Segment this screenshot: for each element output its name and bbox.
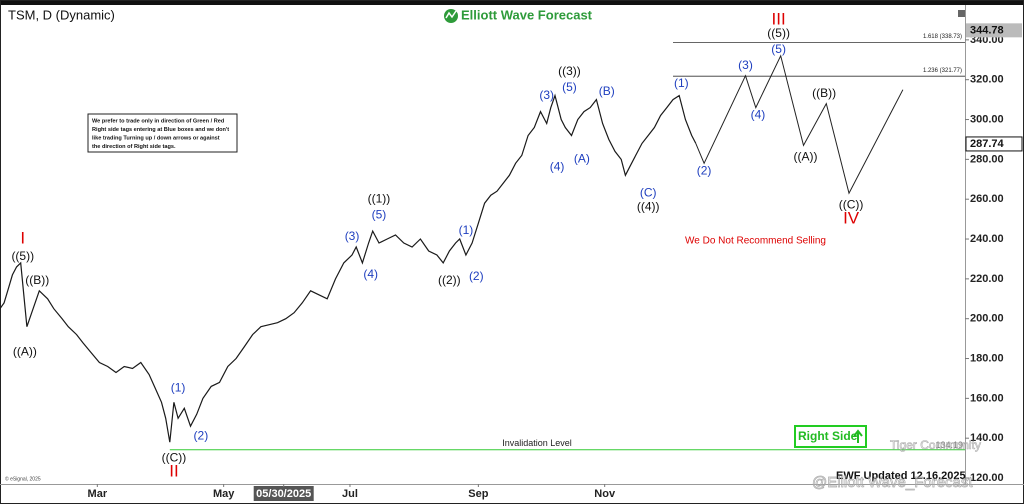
wave-label: ((C)): [162, 450, 187, 464]
wave-label: (3): [539, 88, 554, 102]
y-tick-label: 120.00: [970, 472, 1004, 484]
y-tick-label: 180.00: [970, 352, 1004, 364]
wave-label: ((B)): [812, 86, 836, 100]
wave-label: ((5)): [767, 26, 790, 40]
x-tick-label: Sep: [468, 488, 488, 500]
last-price: 287.74: [970, 138, 1005, 150]
wave-label: II: [169, 462, 178, 481]
disclaimer-box: [87, 113, 238, 153]
wave-label: (1): [171, 381, 186, 395]
y-tick-label: 220.00: [970, 273, 1004, 285]
y-tick-label: 320.00: [970, 74, 1004, 86]
wave-label: (2): [469, 269, 484, 283]
wave-label: I: [20, 229, 25, 248]
wave-label: (4): [363, 267, 378, 281]
wave-label: (B): [599, 84, 615, 98]
disclaimer-line: like trading Turning up / down arrows or…: [92, 135, 220, 141]
y-tick-label: 160.00: [970, 392, 1004, 404]
invalidation-label: Invalidation Level: [502, 438, 572, 448]
wave-label: (1): [674, 76, 689, 90]
x-tick-label: 05/30/2025: [256, 488, 311, 500]
chart-title: TSM, D (Dynamic): [8, 7, 115, 22]
wave-label: (C): [640, 185, 657, 199]
x-tick-label: Mar: [88, 488, 108, 500]
fib-label: 1.618 (338.73): [923, 34, 962, 40]
right-side-arrow: [853, 429, 863, 443]
high-price: 344.78: [970, 24, 1004, 36]
wave-label: (5): [372, 207, 387, 221]
y-tick-label: 140.00: [970, 432, 1004, 444]
last-price-tag: [965, 136, 1023, 152]
settings-icon: [958, 10, 965, 17]
wave-label: ((C)): [839, 197, 864, 211]
wave-label: ((2)): [438, 273, 461, 287]
y-tick-label: 260.00: [970, 193, 1004, 205]
wave-label: ((A)): [13, 345, 37, 359]
wave-label: (2): [697, 163, 712, 177]
wave-label: ((A)): [794, 150, 818, 164]
x-tick-label: Jul: [342, 488, 358, 500]
logo-wave: [445, 10, 457, 19]
wave-label: ((4)): [637, 199, 660, 213]
watermark: Tiger Community: [890, 438, 981, 452]
wave-label: III: [772, 9, 786, 28]
wave-label: ((5)): [11, 249, 34, 263]
price-line: [0, 93, 697, 443]
updated: EWF Updated 12.16.2025: [836, 470, 966, 482]
wave-label: (5): [562, 80, 577, 94]
projection-line: [695, 54, 904, 195]
right-side-tag: Right Side: [798, 429, 858, 443]
right-side-box: [794, 425, 867, 448]
y-tick-label: 200.00: [970, 313, 1004, 325]
high-price-tag: [966, 23, 1022, 38]
disclaimer-line: the direction of Right side tags.: [92, 144, 176, 150]
disclaimer-line: We prefer to trade only in direction of …: [92, 118, 225, 124]
x-tick-highlight: [253, 486, 314, 501]
wave-label: IV: [843, 209, 860, 228]
wave-label: ((B)): [25, 273, 49, 287]
plot: 120.00 140.00 160.00 180.00 200.00 220.00 240.…: [0, 9, 1023, 501]
wave-label: (2): [194, 428, 209, 442]
x-tick-label: Nov: [594, 488, 616, 500]
fib-label: 1.236 (321.77): [923, 68, 962, 74]
wave-label: (4): [751, 108, 766, 122]
wave-label: (1): [459, 223, 474, 237]
y-tick-label: 280.00: [970, 153, 1004, 165]
copyright: © eSignal, 2025: [5, 475, 41, 482]
y-tick-label: 240.00: [970, 233, 1004, 245]
invalidation-price: 134.19: [935, 440, 963, 450]
wave-label: (5): [771, 42, 786, 56]
disclaimer-line: Right side tags entering at Blue boxes a…: [92, 127, 229, 133]
top-bar: [0, 0, 1024, 5]
wave-label: (4): [550, 160, 565, 174]
wave-label: ((3)): [558, 64, 581, 78]
wave-label: (3): [738, 58, 753, 72]
wave-label: ((1)): [368, 191, 391, 205]
x-tick-label: May: [213, 488, 235, 500]
wave-label: (3): [345, 229, 360, 243]
warning: We Do Not Recommend Selling: [685, 236, 826, 247]
y-tick-label: 300.00: [970, 113, 1004, 125]
watermark: @Elliott Wave_Forecast: [812, 474, 973, 491]
wave-label: (A): [574, 152, 590, 166]
logo-text: Elliott Wave Forecast: [461, 7, 593, 22]
